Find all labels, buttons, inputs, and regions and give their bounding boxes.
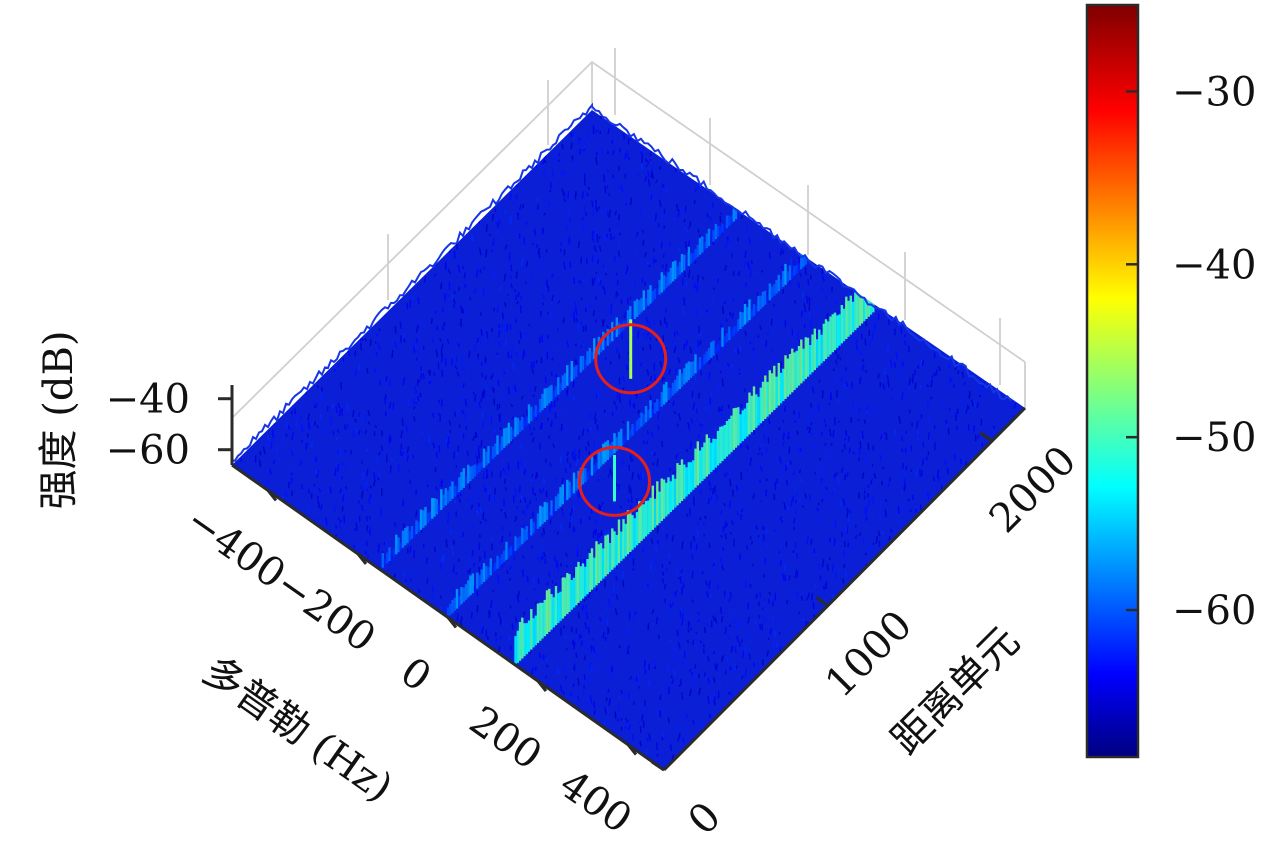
ridge-1: [446, 251, 807, 618]
z-tick-label: −60: [106, 428, 190, 474]
ridge-2: [514, 276, 875, 666]
x-tick-mark: [626, 743, 638, 756]
highlighted-peak-0: [594, 319, 668, 395]
z-tick-label: −40: [106, 377, 190, 423]
x-tick-label: 400: [551, 761, 640, 842]
colorbar-tick-label: −40: [1172, 242, 1256, 288]
colorbar-tick-label: −30: [1172, 69, 1256, 115]
box-gridlines: [231, 48, 1026, 465]
ridge-0: [379, 202, 740, 570]
ridges: [379, 202, 875, 666]
x-tick-label: −200: [267, 561, 383, 662]
colorbar-tick-label: −50: [1172, 415, 1256, 461]
peak-marker-circle: [594, 323, 668, 395]
colorbar: −30 −40 −50 −60: [1085, 3, 1256, 759]
y-tick-mark: [979, 431, 994, 443]
x-tick-mark: [266, 489, 278, 502]
x-axis-label: 多普勒 (Hz): [194, 647, 401, 811]
y-tick-mark: [651, 760, 665, 772]
x-tick-mark: [356, 553, 368, 565]
x-tick-label: 200: [461, 698, 550, 779]
x-tick-mark: [536, 680, 548, 692]
y-tick-label: 2000: [981, 437, 1086, 542]
x-tick-mark: [446, 616, 458, 629]
x-tick-label: 0: [392, 649, 439, 701]
peak-marker-circle: [578, 445, 651, 517]
colorbar-tick-label: −60: [1172, 588, 1256, 634]
y-tick-label: 0: [680, 794, 731, 845]
z-axis-ticks: −40−60: [106, 377, 232, 474]
surface-edge: [231, 102, 1012, 462]
z-axis-label: 强度 (dB): [36, 331, 82, 510]
y-tick-label: 1000: [817, 602, 922, 707]
highlighted-peak-1: [578, 445, 651, 517]
y-tick-mark: [815, 596, 829, 607]
x-tick-label: −400: [177, 497, 293, 598]
colorbar-gradient: [1085, 3, 1140, 759]
